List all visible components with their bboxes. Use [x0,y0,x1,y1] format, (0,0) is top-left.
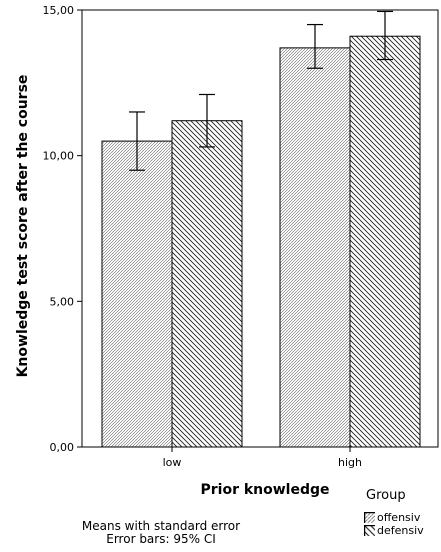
y-tick-label: 5,00 [50,295,75,308]
y-tick-label: 0,00 [50,441,75,454]
legend-label-defensiv: defensiv [377,523,424,537]
note-line-1: Means with standard error [81,519,241,533]
bar-offensiv-high [279,47,351,448]
x-tick-label-high: high [338,456,362,469]
bar-offensiv-low [101,140,173,448]
legend-item-defensiv: defensiv [364,523,424,537]
x-tick-label-low: low [163,456,182,469]
legend-swatch-defensiv [364,524,375,536]
y-tick-label: 15,00 [43,4,75,17]
legend-item-offensiv: offensiv [364,510,424,524]
chart-notes: Means with standard error Error bars: 95… [50,520,272,546]
error-bar-defensiv-high [377,10,393,61]
legend-label-offensiv: offensiv [377,510,421,524]
y-axis-title: Knowledge test score after the course [15,75,31,378]
y-tick-label: 10,00 [43,150,75,163]
error-bar-defensiv-low [199,93,215,148]
note-line-2: Error bars: 95% CI [106,532,216,546]
error-bar-offensiv-high [307,23,323,69]
bar-defensiv-high [349,35,421,448]
legend-swatch-offensiv [364,511,375,523]
legend: Group offensiv defensiv [364,488,424,537]
legend-title: Group [366,488,406,503]
error-bar-offensiv-low [129,111,145,171]
x-axis-title: Prior knowledge [200,482,329,498]
bar-defensiv-low [171,120,243,448]
